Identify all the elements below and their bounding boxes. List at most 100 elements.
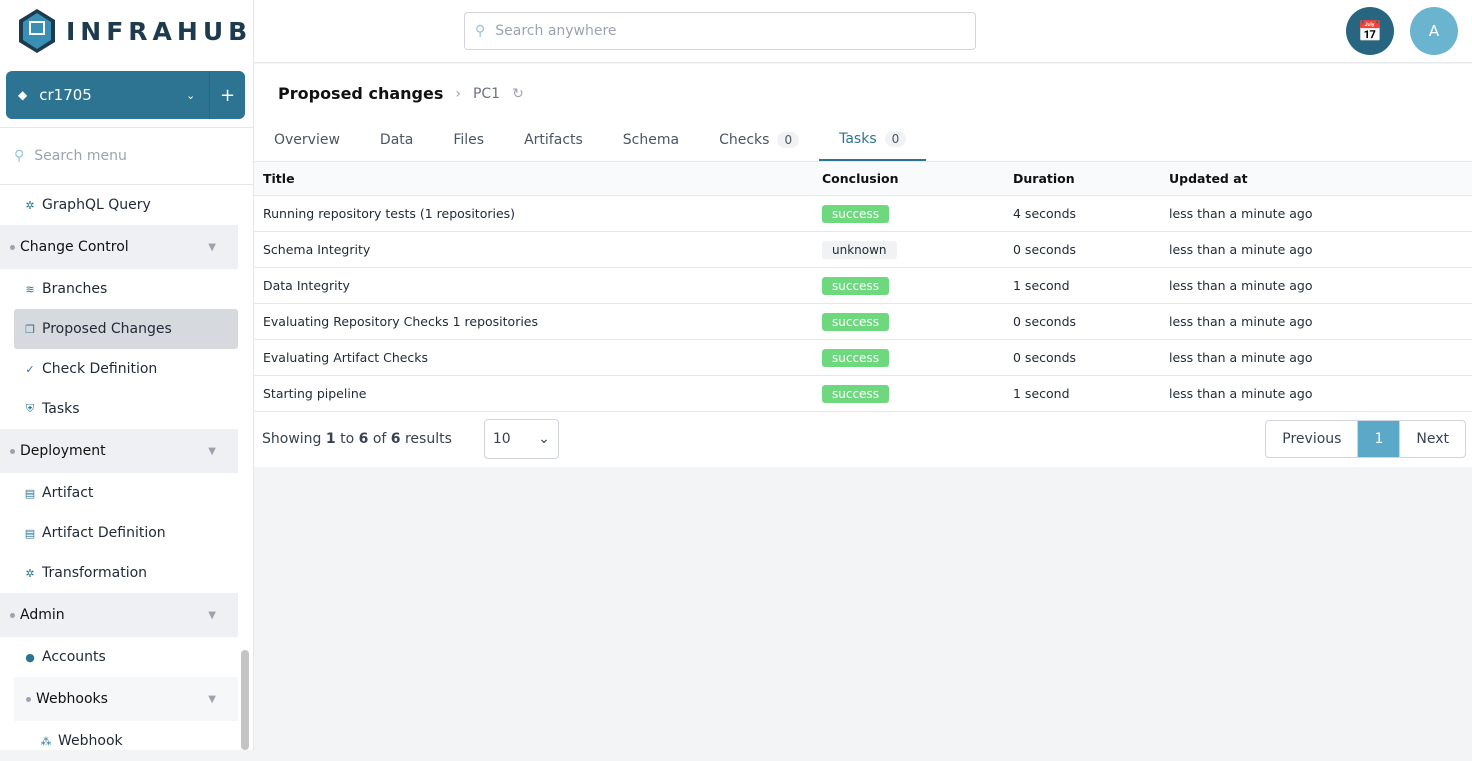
copy-icon: ❐	[25, 322, 35, 336]
caret-down-icon: ▼	[208, 693, 216, 705]
from: 1	[325, 431, 336, 447]
next-button[interactable]: Next	[1416, 431, 1449, 447]
logo[interactable]: INFRAHUB	[18, 8, 252, 54]
search-placeholder: Search anywhere	[495, 23, 617, 39]
user-icon: ●	[25, 650, 35, 664]
column-header[interactable]: Conclusion	[813, 161, 1004, 196]
sidebar-item-label: Check Definition	[42, 361, 158, 377]
tab-data[interactable]: Data	[360, 118, 433, 161]
to: 6	[358, 431, 369, 447]
bullet-icon	[10, 448, 15, 454]
sidebar-scrollbar[interactable]	[241, 650, 249, 750]
total: 6	[390, 431, 401, 447]
table-cell: 4 seconds	[1004, 195, 1160, 232]
sidebar-menu: ✲ GraphQL Query Change Control ▼ ≋ Branches ❐ P…	[0, 185, 238, 761]
page-size-select[interactable]: 10 ⌄	[483, 419, 559, 459]
sidebar-item-proposed-changes[interactable]: ❐ Proposed Changes	[14, 309, 238, 349]
table-cell: less than a minute ago	[1160, 231, 1472, 268]
table-cell: Schema Integrity	[254, 231, 813, 268]
infrahub-logo-icon	[19, 9, 55, 53]
table-cell: less than a minute ago	[1160, 195, 1472, 232]
table-row[interactable]: Schema Integrity unknown 0 seconds less tha…	[254, 231, 1472, 268]
section-label: Change Control	[20, 239, 129, 255]
table-cell: less than a minute ago	[1160, 375, 1472, 412]
sidebar-section-webhooks[interactable]: Webhooks ▼	[14, 677, 238, 721]
sidebar-section-admin[interactable]: Admin ▼	[0, 593, 238, 637]
git-branch-icon: ◆	[18, 88, 28, 102]
calendar-clock-icon: 📅	[1357, 19, 1383, 43]
sidebar-item-branches[interactable]: ≋ Branches	[0, 269, 238, 309]
sidebar-item-label: Artifact	[42, 485, 94, 501]
global-search-input[interactable]: ⚲ Search anywhere	[464, 12, 976, 50]
pagination: Previous 1 Next	[1265, 420, 1466, 458]
sidebar-section-change-control[interactable]: Change Control ▼	[0, 225, 238, 269]
status-badge: success	[822, 312, 889, 331]
sidebar-item-webhook[interactable]: ⁂ Webhook	[0, 721, 238, 761]
breadcrumb: Proposed changes › PC1 ↻	[278, 84, 524, 103]
tab-overview[interactable]: Overview	[254, 118, 360, 161]
sidebar-item-label: Branches	[42, 281, 108, 297]
breadcrumb-current: PC1	[472, 85, 501, 102]
previous-button[interactable]: Previous	[1282, 431, 1342, 447]
sidebar-section-deployment[interactable]: Deployment ▼	[0, 429, 238, 473]
table-cell: 1 second	[1004, 267, 1160, 304]
gear-icon: ✲	[25, 198, 35, 212]
column-header[interactable]: Title	[254, 161, 813, 196]
tab-tasks[interactable]: Tasks 0	[819, 118, 927, 161]
page-title[interactable]: Proposed changes	[278, 84, 444, 103]
layers-icon: ≋	[25, 282, 35, 296]
search-icon: ⚲	[14, 148, 25, 164]
table-cell: success	[813, 195, 1004, 232]
tab-checks[interactable]: Checks 0	[699, 118, 819, 161]
cog-icon: ✲	[25, 566, 35, 580]
tab-schema[interactable]: Schema	[603, 118, 699, 161]
of-label: of	[372, 431, 387, 447]
table-row[interactable]: Evaluating Repository Checks 1 repositor…	[254, 303, 1472, 340]
check-double-icon: ✓	[25, 362, 35, 376]
column-header[interactable]: Updated at	[1160, 161, 1472, 196]
sidebar: INFRAHUB ◆ cr1705 ⌄ + ⚲ Search menu ✲ Gra…	[0, 0, 254, 750]
table-row[interactable]: Evaluating Artifact Checks success 0 secon…	[254, 339, 1472, 376]
chevron-down-icon: ⌄	[538, 431, 550, 447]
sidebar-item-transformation[interactable]: ✲ Transformation	[0, 553, 238, 593]
caret-down-icon: ▼	[208, 609, 216, 621]
tabs: Overview Data Files Artifacts Schema Checks 0 T…	[254, 118, 927, 161]
status-badge: success	[822, 384, 889, 403]
sidebar-item-tasks[interactable]: ⛨ Tasks	[0, 389, 238, 429]
sidebar-item-label: Tasks	[42, 401, 80, 417]
add-branch-button[interactable]: +	[209, 71, 245, 119]
to-label: to	[340, 431, 355, 447]
section-label: Admin	[20, 607, 65, 623]
table-cell: success	[813, 303, 1004, 340]
results-label: results	[404, 431, 452, 447]
schedule-button[interactable]: 📅	[1346, 7, 1394, 55]
branch-selector[interactable]: ◆ cr1705 ⌄ +	[6, 71, 245, 119]
table-row[interactable]: Running repository tests (1 repositories…	[254, 195, 1472, 232]
tab-label: Artifacts	[524, 131, 583, 148]
avatar[interactable]: A	[1410, 7, 1458, 55]
column-header[interactable]: Duration	[1004, 161, 1160, 196]
sidebar-item-artifact-definition[interactable]: ▤ Artifact Definition	[0, 513, 238, 553]
showing-label: Showing	[262, 431, 322, 447]
tab-label: Checks	[719, 131, 770, 148]
tab-label: Overview	[274, 131, 340, 148]
chevron-down-icon[interactable]: ⌄	[186, 88, 196, 102]
sidebar-item-artifact[interactable]: ▤ Artifact	[0, 473, 238, 513]
table-row[interactable]: Data Integrity success 1 second less than a…	[254, 267, 1472, 304]
section-label: Deployment	[20, 443, 106, 459]
refresh-icon[interactable]: ↻	[512, 85, 524, 102]
table-row[interactable]: Starting pipeline success 1 second less tha…	[254, 375, 1472, 412]
table-cell: Running repository tests (1 repositories…	[254, 195, 813, 232]
sidebar-item-accounts[interactable]: ● Accounts	[0, 637, 238, 677]
search-menu-input[interactable]: ⚲ Search menu	[0, 127, 253, 185]
tab-files[interactable]: Files	[433, 118, 504, 161]
search-icon: ⚲	[475, 23, 486, 39]
page-button[interactable]: 1	[1357, 421, 1401, 457]
tab-count-badge: 0	[884, 130, 907, 147]
tab-artifacts[interactable]: Artifacts	[504, 118, 603, 161]
table-cell: 0 seconds	[1004, 339, 1160, 376]
table-cell: 0 seconds	[1004, 303, 1160, 340]
caret-down-icon: ▼	[208, 241, 216, 253]
sidebar-item-check-definition[interactable]: ✓ Check Definition	[0, 349, 238, 389]
sidebar-item-graphql-query[interactable]: ✲ GraphQL Query	[0, 185, 238, 225]
